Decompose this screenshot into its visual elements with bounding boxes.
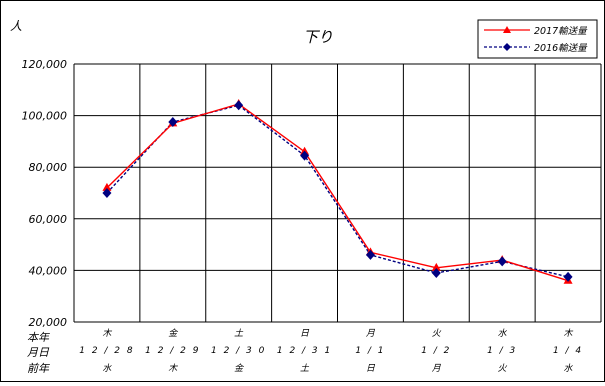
row-label-date: 月日 (27, 346, 50, 359)
series-line-0 (106, 103, 569, 282)
legend: 2017輸送量 2016輸送量 (477, 19, 598, 59)
y-tick-label: 40,000 (29, 264, 68, 277)
x-tick-day-this-year: 木 (564, 328, 574, 339)
x-tick-day-this-year: 火 (432, 328, 442, 339)
row-label-this-year: 本年 (27, 331, 50, 344)
x-tick-day-last-year: 木 (168, 363, 178, 374)
x-tick-date: 1 2 / 3 1 (277, 346, 332, 356)
x-tick-date: 1 / 2 (421, 346, 451, 356)
x-tick-date: 1 2 / 3 0 (211, 346, 266, 356)
y-tick-label: 80,000 (29, 161, 68, 174)
x-tick-day-last-year: 金 (234, 363, 244, 374)
legend-label-2016: 2016輸送量 (534, 42, 588, 54)
x-tick-date: 1 / 4 (553, 346, 583, 356)
x-tick-day-this-year: 木 (102, 328, 112, 339)
x-tick-day-last-year: 日 (366, 364, 376, 374)
x-tick-date: 1 / 3 (487, 346, 517, 356)
series-1-point (365, 249, 375, 260)
legend-box (477, 19, 598, 59)
series-1-point (497, 256, 507, 267)
x-tick-day-this-year: 日 (300, 329, 310, 339)
x-tick-day-last-year: 水 (564, 363, 574, 374)
series-1-point (431, 267, 441, 278)
series-1-point (168, 117, 178, 128)
series-line-1 (106, 104, 569, 278)
legend-marker-2017 (503, 26, 511, 33)
y-tick-label: 20,000 (29, 316, 68, 329)
series-1-point (102, 188, 112, 198)
y-tick-label: 100,000 (22, 110, 68, 123)
x-tick-day-this-year: 土 (234, 328, 244, 339)
x-tick-date: 1 2 / 2 9 (145, 346, 200, 356)
series-0-point (102, 182, 112, 191)
series-0-point (431, 262, 441, 271)
plot-area: 20,000 40,000 60,000 80,000 100,000 120,000 (22, 58, 602, 329)
x-tick-day-this-year: 金 (168, 328, 178, 339)
y-axis-unit-label: 人 (10, 19, 22, 33)
y-tick-label: 120,000 (22, 58, 68, 71)
row-label-last-year: 前年 (27, 362, 50, 375)
x-tick-day-last-year: 水 (102, 363, 112, 374)
chart-title: 下り (303, 28, 333, 46)
series-1-point (234, 100, 244, 111)
series-1-point (300, 150, 310, 161)
legend-label-2017: 2017輸送量 (534, 25, 588, 37)
x-tick-date: 1 2 / 2 8 (79, 346, 134, 356)
legend-marker-2016 (503, 43, 511, 51)
x-tick-day-last-year: 火 (498, 363, 508, 374)
x-tick-day-this-year: 水 (498, 328, 508, 339)
x-tick-day-last-year: 月 (432, 363, 442, 374)
y-tick-label: 60,000 (29, 213, 68, 226)
x-tick-day-last-year: 土 (300, 363, 310, 374)
x-tick-day-this-year: 月 (366, 328, 376, 339)
x-tick-date: 1 / 1 (355, 346, 385, 356)
series-1-point (563, 271, 573, 282)
